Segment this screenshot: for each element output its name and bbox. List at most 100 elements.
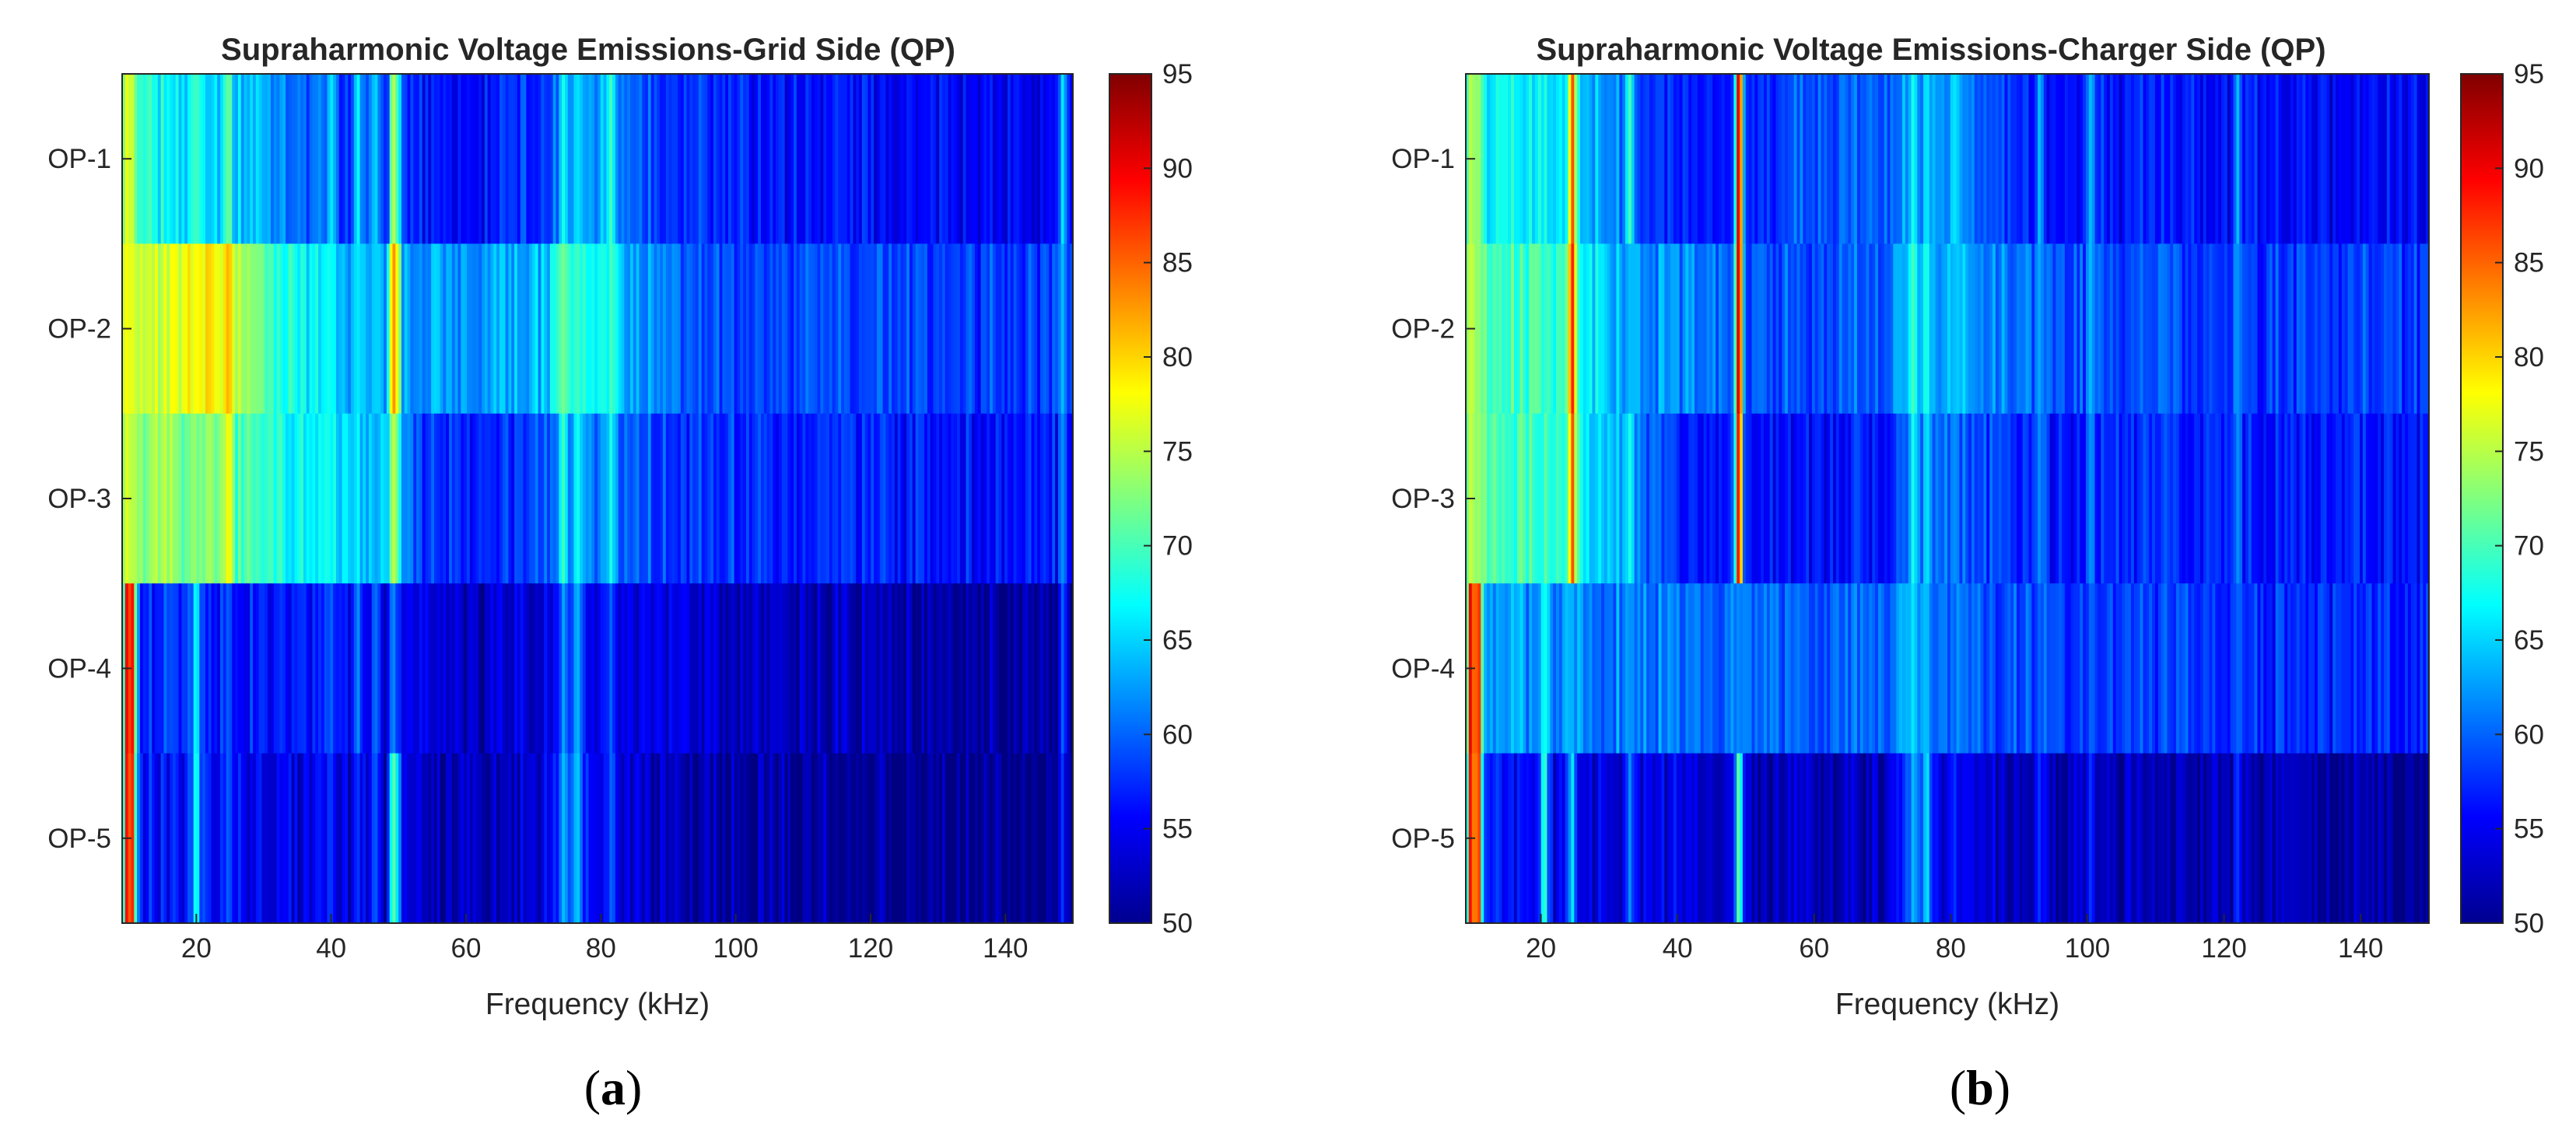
- heatmap-cell: [190, 74, 195, 244]
- heatmap-cell: [1646, 753, 1650, 924]
- heatmap-cell: [306, 753, 310, 924]
- heatmap-cell: [443, 74, 447, 244]
- heatmap-cell: [1971, 74, 1975, 244]
- heatmap-cell: [794, 74, 797, 244]
- heatmap-cell: [1544, 753, 1548, 924]
- heatmap-cell: [2043, 753, 2048, 924]
- heatmap-cell: [1775, 583, 1779, 754]
- heatmap-cell: [1790, 753, 1795, 924]
- heatmap-cell: [977, 74, 982, 244]
- heatmap-cell: [196, 74, 200, 244]
- heatmap-cell: [499, 74, 503, 244]
- heatmap-cell: [2329, 583, 2333, 754]
- heatmap-cell: [627, 583, 631, 754]
- heatmap-cell: [1691, 753, 1695, 924]
- heatmap-cell: [2336, 753, 2339, 924]
- heatmap-cell: [1869, 413, 1873, 584]
- heatmap-cell: [541, 413, 545, 584]
- panel-b-x-label: Frequency (kHz): [1835, 988, 2059, 1021]
- heatmap-cell: [1580, 583, 1584, 754]
- heatmap-cell: [1959, 243, 1963, 415]
- heatmap-cell: [1950, 753, 1954, 924]
- heatmap-cell: [776, 413, 780, 584]
- heatmap-cell: [1484, 583, 1488, 754]
- heatmap-cell: [478, 753, 482, 924]
- heatmap-cell: [580, 753, 584, 924]
- heatmap-cell: [2206, 74, 2210, 244]
- heatmap-cell: [2405, 74, 2409, 244]
- heatmap-cell: [315, 413, 319, 584]
- heatmap-cell: [1733, 413, 1737, 584]
- heatmap-cell: [541, 753, 545, 924]
- heatmap-cell: [591, 243, 595, 415]
- heatmap-cell: [226, 753, 230, 924]
- heatmap-cell: [787, 74, 791, 244]
- heatmap-cell: [2212, 74, 2216, 244]
- heatmap-cell: [835, 243, 839, 415]
- heatmap-cell: [1688, 243, 1692, 415]
- heatmap-cell: [380, 413, 384, 584]
- heatmap-cell: [1568, 413, 1572, 584]
- heatmap-cell: [211, 74, 215, 244]
- heatmap-cell: [261, 753, 265, 924]
- heatmap-cell: [2239, 74, 2243, 244]
- heatmap-cell: [1782, 753, 1786, 924]
- heatmap-cell: [240, 74, 245, 244]
- heatmap-cell: [2091, 243, 2096, 415]
- heatmap-cell: [321, 74, 325, 244]
- heatmap-cell: [1929, 413, 1933, 584]
- heatmap-cell: [2407, 753, 2412, 924]
- heatmap-cell: [250, 753, 254, 924]
- heatmap-cell: [2010, 413, 2014, 584]
- heatmap-cell: [134, 74, 138, 244]
- heatmap-cell: [2115, 74, 2120, 244]
- heatmap-cell: [2130, 74, 2135, 244]
- heatmap-cell: [395, 413, 399, 584]
- heatmap-cell: [511, 413, 515, 584]
- heatmap-cell: [680, 583, 685, 754]
- heatmap-cell: [692, 413, 696, 584]
- heatmap-cell: [531, 413, 536, 584]
- heatmap-cell: [2290, 583, 2294, 754]
- heatmap-cell: [1965, 243, 1969, 415]
- heatmap-cell: [464, 583, 468, 754]
- heatmap-cell: [2410, 413, 2415, 584]
- heatmap-cell: [286, 413, 289, 584]
- heatmap-cell: [2326, 753, 2330, 924]
- heatmap-cell: [829, 583, 833, 754]
- heatmap-cell: [517, 74, 521, 244]
- panel-a-y-axis: OP-1OP-2OP-3OP-4OP-5: [47, 144, 131, 854]
- heatmap-cell: [1649, 583, 1653, 754]
- x-tick-label: 20: [181, 933, 212, 964]
- heatmap-cell: [1057, 243, 1062, 415]
- heatmap-cell: [832, 753, 836, 924]
- heatmap-cell: [1893, 583, 1897, 754]
- heatmap-cell: [2336, 74, 2339, 244]
- heatmap-cell: [2046, 243, 2051, 415]
- heatmap-cell: [843, 243, 848, 415]
- heatmap-cell: [523, 243, 527, 415]
- heatmap-cell: [2260, 74, 2264, 244]
- heatmap-cell: [1745, 413, 1750, 584]
- heatmap-cell: [2257, 74, 2261, 244]
- heatmap-cell: [737, 74, 741, 244]
- heatmap-cell: [1540, 413, 1545, 584]
- heatmap-cell: [663, 413, 667, 584]
- heatmap-cell: [1938, 583, 1942, 754]
- heatmap-cell: [1697, 413, 1702, 584]
- heatmap-cell: [2383, 243, 2388, 415]
- heatmap-cell: [2083, 74, 2087, 244]
- heatmap-cell: [1631, 583, 1635, 754]
- heatmap-cell: [170, 753, 173, 924]
- heatmap-cell: [665, 74, 670, 244]
- heatmap-cell: [2052, 583, 2056, 754]
- heatmap-cell: [2314, 413, 2318, 584]
- heatmap-cell: [808, 413, 812, 584]
- heatmap-cell: [678, 413, 682, 584]
- heatmap-cell: [1851, 413, 1855, 584]
- heatmap-cell: [2013, 583, 2017, 754]
- heatmap-cell: [941, 753, 946, 924]
- heatmap-cell: [348, 74, 352, 244]
- heatmap-cell: [998, 243, 1002, 415]
- heatmap-cell: [1908, 753, 1912, 924]
